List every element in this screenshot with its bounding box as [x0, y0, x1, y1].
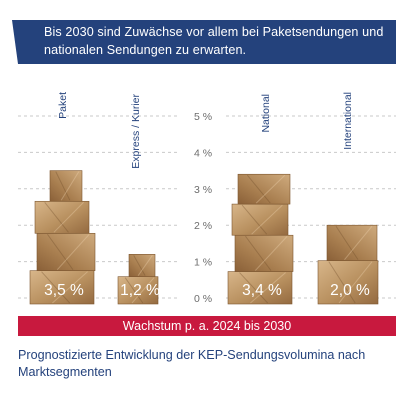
x-axis-label: Wachstum p. a. 2024 bis 2030 [122, 319, 292, 333]
y-tick-label: 3 % [194, 184, 212, 196]
bar-value-label: 1,2 % [120, 282, 160, 299]
y-axis-ticks: 0 % 1 % 2 % 3 % 4 % 5 % [194, 111, 212, 305]
bar-value-label: 3,5 % [44, 282, 84, 299]
y-tick-label: 5 % [194, 111, 212, 123]
y-tick-label: 0 % [194, 293, 212, 305]
y-tick-label: 2 % [194, 220, 212, 232]
bar-value-label: 3,4 % [242, 282, 282, 299]
category-label: International [342, 92, 354, 150]
header-banner [18, 20, 396, 64]
header-notch [12, 20, 18, 64]
x-axis-band: Wachstum p. a. 2024 bis 2030 [18, 316, 396, 336]
bar-4: 2,0 % [317, 224, 379, 305]
category-label: Paket [57, 92, 69, 119]
category-label: National [260, 94, 272, 133]
grid-layer [18, 115, 396, 299]
category-label: Express / Kurier [130, 94, 142, 169]
bar-3: 3,4 % [227, 173, 294, 305]
y-tick-label: 1 % [194, 257, 212, 269]
bar-2: 1,2 % [117, 254, 160, 305]
y-tick-label: 4 % [194, 147, 212, 159]
bar-1: 3,5 % [29, 170, 96, 305]
bar-value-label: 2,0 % [330, 282, 370, 299]
chart-caption: Prognostizierte Entwicklung der KEP-Send… [18, 348, 366, 379]
header-text: Bis 2030 sind Zuwächse vor allem bei Pak… [44, 25, 384, 57]
bar-layer: 3,5 % 1,2 % 3,4 % 2,0 % [29, 170, 379, 305]
category-labels: Paket Express / Kurier National Internation… [57, 92, 354, 169]
